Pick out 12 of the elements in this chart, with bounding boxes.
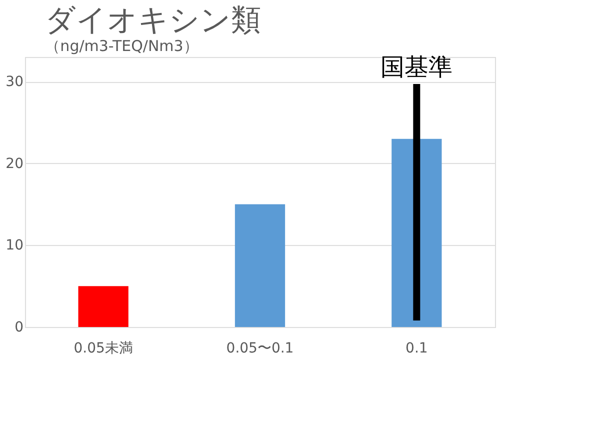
annotation: 国基準: [380, 53, 453, 81]
y-tick-label: 10: [6, 238, 24, 254]
y-tick-label: 30: [6, 74, 24, 90]
x-tick-label: 0.1: [406, 340, 428, 356]
chart-title: ダイオキシン類: [45, 3, 262, 38]
bar: [78, 286, 128, 327]
y-tick-label: 0: [14, 320, 24, 336]
chart-subtitle: （ng/m3-TEQ/Nm3）: [45, 37, 198, 55]
y-tick-label: 20: [6, 156, 24, 172]
bar: [234, 204, 286, 327]
x-tick-label: 0.05未満: [74, 340, 133, 356]
x-tick-label: 0.05〜0.1: [226, 340, 294, 356]
